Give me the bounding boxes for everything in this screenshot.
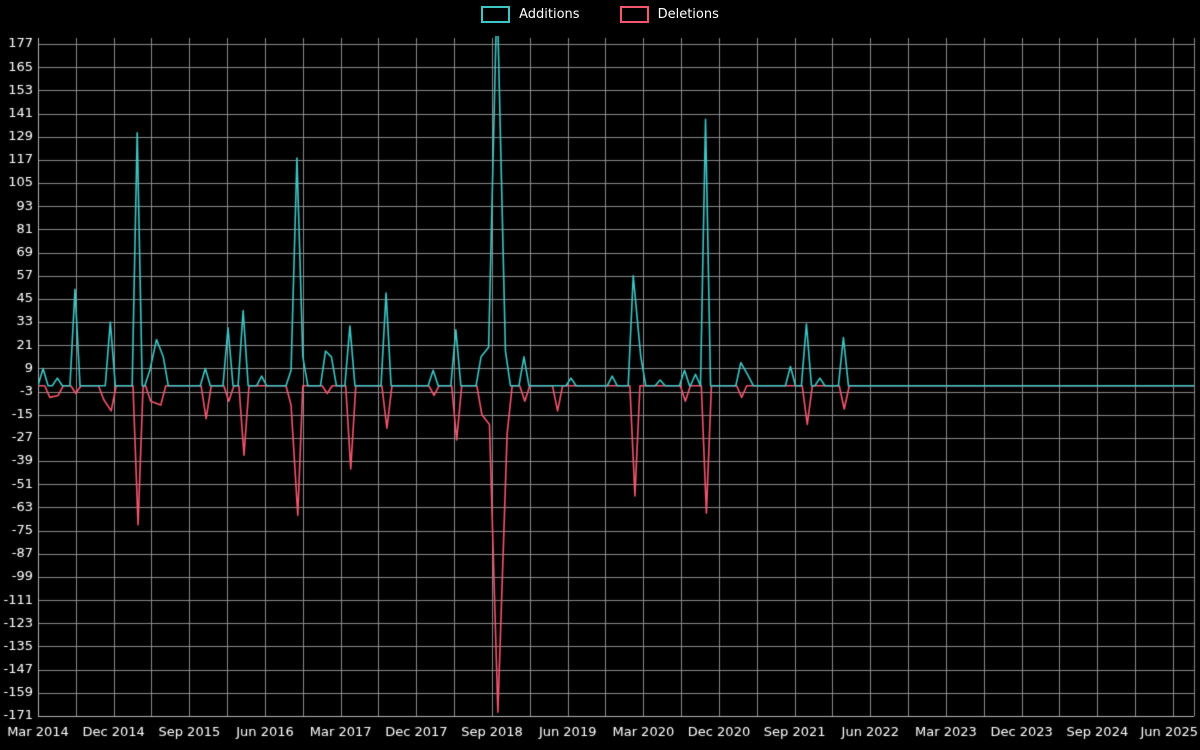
chart-legend: Additions Deletions xyxy=(0,6,1200,23)
legend-label-deletions: Deletions xyxy=(657,7,719,22)
legend-item-deletions[interactable]: Deletions xyxy=(619,6,719,23)
additions-swatch-icon xyxy=(481,6,511,23)
legend-label-additions: Additions xyxy=(519,7,580,22)
legend-item-additions[interactable]: Additions xyxy=(481,6,580,23)
deletions-swatch-icon xyxy=(619,6,649,23)
